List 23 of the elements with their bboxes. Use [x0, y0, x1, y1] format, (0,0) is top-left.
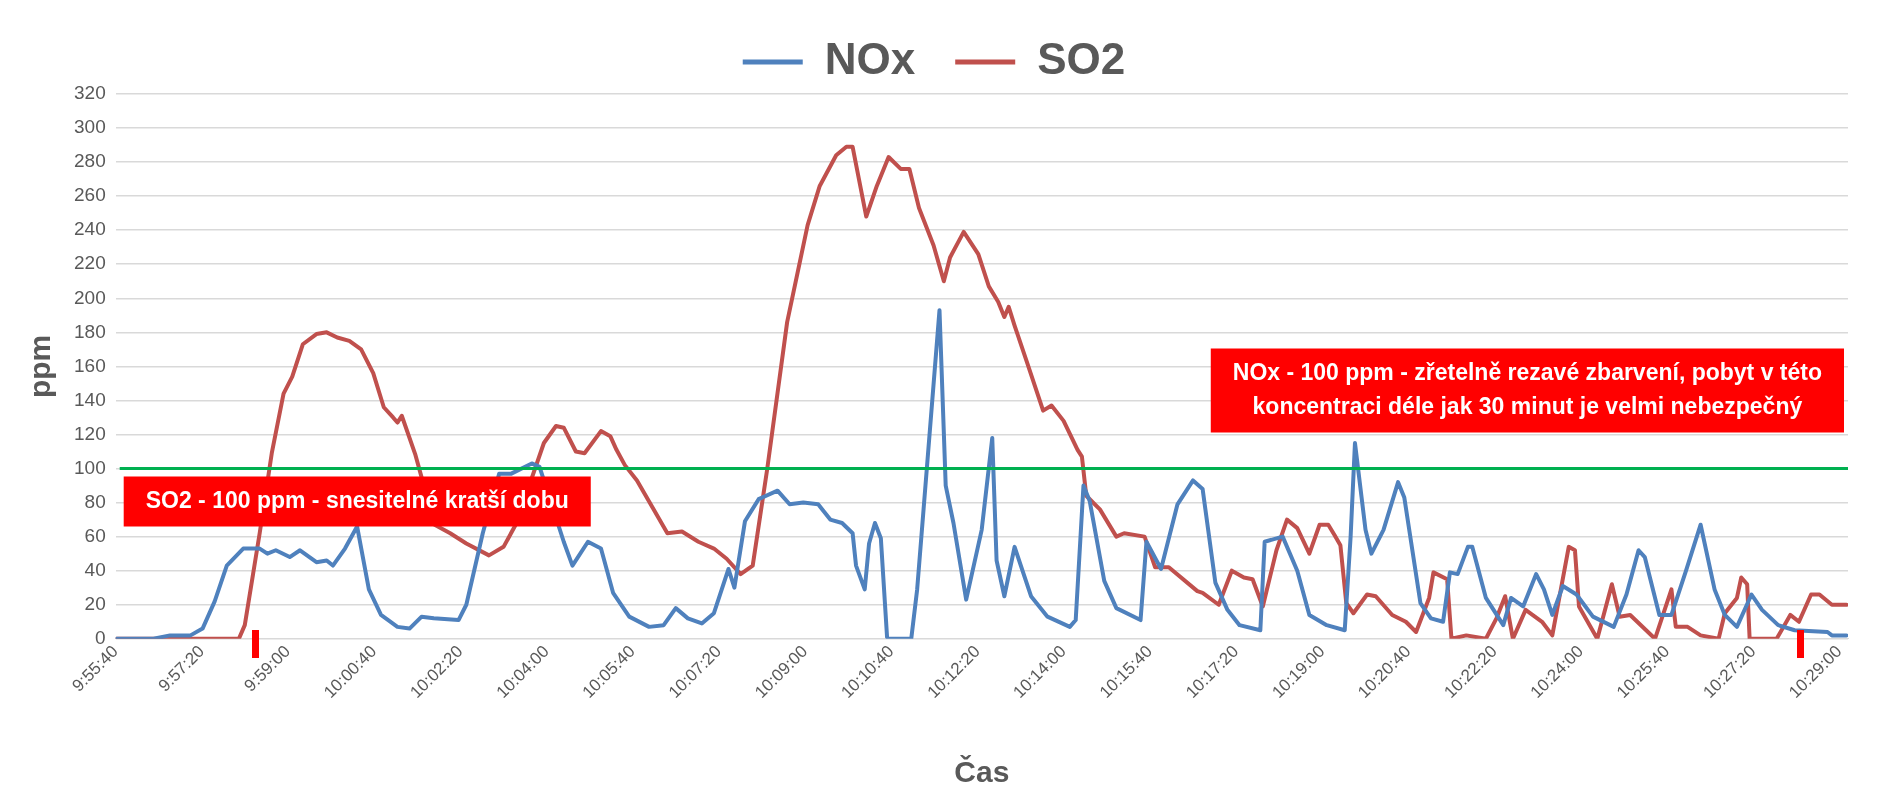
y-tick-label: 120	[74, 422, 106, 444]
legend-label: SO2	[1037, 34, 1126, 84]
y-tick-label: 240	[74, 218, 106, 240]
y-tick-label: 180	[74, 320, 106, 342]
y-tick-label: 160	[74, 354, 106, 376]
y-tick-label: 280	[74, 150, 106, 172]
y-tick-label: 260	[74, 184, 106, 206]
x-axis-title: Čas	[954, 755, 1010, 789]
y-tick-label: 140	[74, 388, 106, 410]
y-axis-title: ppm	[23, 334, 57, 399]
y-tick-label: 200	[74, 286, 106, 308]
y-tick-label: 320	[74, 82, 106, 104]
y-tick-label: 40	[84, 558, 106, 580]
annotation: NOx - 100 ppm - zřetelně rezavé zbarvení, pobyt v této koncentraci déle jak 30 minut je velmi nebezpečný	[1232, 358, 1822, 419]
y-tick-label: 0	[95, 627, 106, 649]
y-tick-label: 60	[84, 524, 106, 546]
legend-label: NOx	[824, 34, 916, 84]
y-tick-label: 20	[84, 592, 106, 614]
annotation: SO2 - 100 ppm - snesitelné kratší dobu	[145, 486, 569, 513]
y-tick-label: 220	[74, 252, 106, 274]
y-tick-label: 300	[74, 116, 106, 138]
y-tick-label: 80	[84, 490, 106, 512]
y-tick-label: 100	[74, 456, 106, 478]
